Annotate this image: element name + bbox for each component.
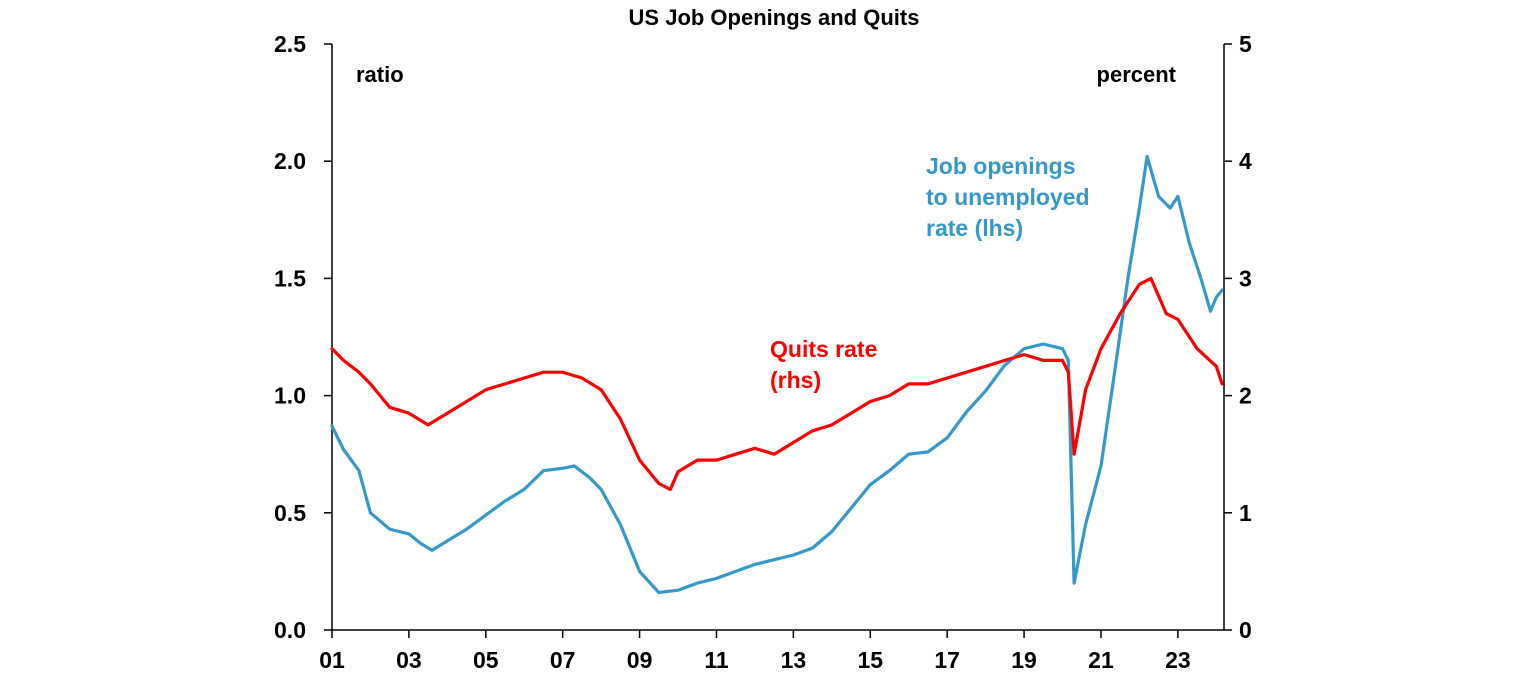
left-tick-label: 2.0 bbox=[274, 148, 306, 174]
quits-rate-label: Quits rate (rhs) bbox=[770, 336, 877, 393]
right-axis-unit-label: percent bbox=[1097, 62, 1177, 87]
right-axis-ticks: 0 1 2 3 4 5 bbox=[1224, 31, 1252, 643]
x-tick-label: 15 bbox=[857, 647, 883, 673]
left-tick-label: 1.5 bbox=[274, 265, 306, 291]
quits-rate-line bbox=[330, 276, 1224, 491]
right-tick-label: 3 bbox=[1239, 265, 1252, 291]
left-tick-label: 0.5 bbox=[274, 500, 306, 526]
left-tick-label: 2.5 bbox=[274, 31, 306, 57]
label-line: Quits rate bbox=[770, 336, 877, 362]
x-tick-label: 01 bbox=[319, 647, 345, 673]
x-tick-label: 11 bbox=[704, 647, 729, 673]
x-tick-label: 13 bbox=[781, 647, 807, 673]
series-layer bbox=[330, 154, 1224, 595]
x-tick-label: 07 bbox=[550, 647, 576, 673]
label-line: (rhs) bbox=[770, 367, 821, 393]
left-tick-label: 1.0 bbox=[274, 383, 306, 409]
label-line: rate (lhs) bbox=[926, 215, 1023, 241]
right-tick-label: 2 bbox=[1239, 383, 1252, 409]
job-openings-line bbox=[330, 154, 1224, 595]
label-line: to unemployed bbox=[926, 184, 1090, 210]
label-line: Job openings bbox=[926, 153, 1076, 179]
x-tick-label: 17 bbox=[934, 647, 960, 673]
x-tick-label: 23 bbox=[1165, 647, 1191, 673]
right-tick-label: 5 bbox=[1239, 31, 1252, 57]
right-tick-label: 0 bbox=[1239, 617, 1252, 643]
x-tick-label: 19 bbox=[1011, 647, 1037, 673]
x-tick-label: 09 bbox=[627, 647, 653, 673]
job-openings-label: Job openings to unemployed rate (lhs) bbox=[926, 153, 1090, 241]
x-tick-label: 21 bbox=[1088, 647, 1114, 673]
right-tick-label: 1 bbox=[1239, 500, 1252, 526]
left-axis-unit-label: ratio bbox=[356, 62, 404, 87]
right-tick-label: 4 bbox=[1239, 148, 1252, 174]
x-axis-ticks: 01 03 05 07 09 11 13 15 17 19 21 23 bbox=[319, 630, 1191, 673]
chart-title: US Job Openings and Quits bbox=[629, 5, 920, 30]
left-axis-ticks: 0.0 0.5 1.0 1.5 2.0 2.5 bbox=[274, 31, 332, 643]
x-tick-label: 03 bbox=[396, 647, 422, 673]
x-tick-label: 05 bbox=[473, 647, 499, 673]
left-tick-label: 0.0 bbox=[274, 617, 306, 643]
